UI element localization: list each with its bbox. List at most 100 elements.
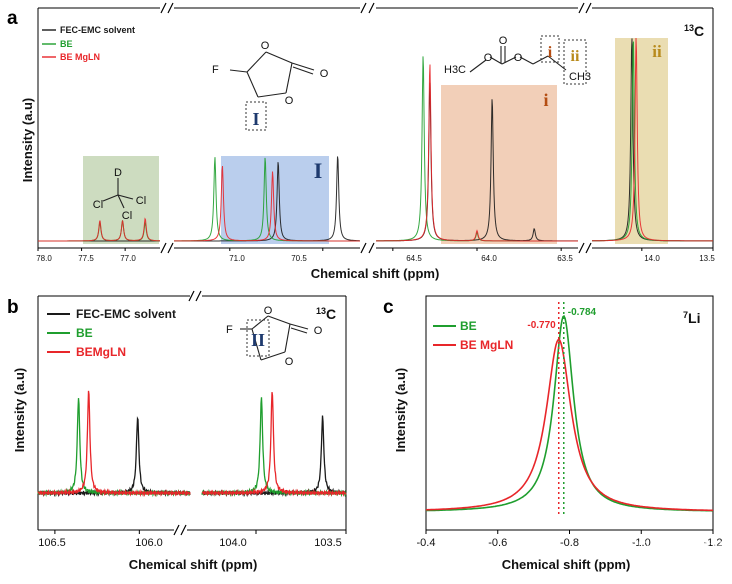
panel-c-tick-label: -0.8 bbox=[560, 537, 579, 549]
panel-b-tick-labels: 106.5 106.0 104.0 103.5 bbox=[38, 537, 342, 549]
tick-label-70.5: 70.5 bbox=[291, 254, 307, 263]
emc-site-i-box bbox=[540, 35, 560, 63]
panel-c-letter: c bbox=[383, 297, 394, 318]
legend-label-fec-emc: FEC-EMC solvent bbox=[60, 25, 135, 35]
panel-a-nucleus-label: 13C bbox=[684, 23, 704, 39]
fec-site-II-label: II bbox=[251, 330, 265, 350]
panel-a-series-line bbox=[592, 37, 713, 242]
panel-b-x-axis-title: Chemical shift (ppm) bbox=[129, 557, 258, 572]
tick-label-106.5: 106.5 bbox=[38, 537, 66, 549]
panel-c: c Intensity (a.u) Chemical shift (ppm) -… bbox=[383, 295, 723, 572]
region-i-box bbox=[441, 85, 557, 244]
legend-label-fec-emc: FEC-EMC solvent bbox=[76, 307, 176, 321]
panel-c-tick-label: -0.4 bbox=[417, 537, 436, 549]
panel-a-frame bbox=[37, 7, 714, 249]
panel-c-x-axis-title: Chemical shift (ppm) bbox=[502, 557, 631, 572]
emc-site-ii-label: ii bbox=[571, 48, 580, 65]
cdcl3-cl-right: Cl bbox=[136, 195, 146, 207]
panel-b-nucleus-label: 13C bbox=[316, 306, 336, 322]
panel-c-tick-label: -1.2 bbox=[704, 537, 723, 549]
panel-a-letter: a bbox=[7, 8, 18, 29]
panel-a-tick-labels: 78.0 77.5 77.0 71.0 70.5 64.5 64.0 63.5 … bbox=[36, 254, 715, 263]
cdcl3-d-label: D bbox=[114, 167, 122, 179]
watermark: 知乎 @日随疾风前行 bbox=[587, 540, 726, 557]
panel-a-series-line bbox=[38, 217, 160, 242]
panel-a-legend: FEC-EMC solvent BE BE MgLN bbox=[42, 25, 135, 62]
panel-b-series-line bbox=[37, 390, 191, 497]
tick-label-13.5: 13.5 bbox=[699, 254, 715, 263]
emc-o-right: O bbox=[514, 52, 523, 64]
cdcl3-cl-bottom: Cl bbox=[122, 210, 132, 222]
panel-a-x-axis-title: Chemical shift (ppm) bbox=[311, 266, 440, 281]
fec-structure bbox=[229, 51, 315, 98]
fec-o-carbonyl: O bbox=[320, 68, 329, 80]
fec-o-top-b: O bbox=[264, 305, 273, 317]
emc-h3c-label: H3C bbox=[444, 64, 466, 76]
panel-b-legend: FEC-EMC solvent BE BEMgLN bbox=[47, 307, 176, 359]
panel-b-y-axis-title: Intensity (a.u) bbox=[12, 368, 27, 453]
legend-label-be-mgln: BEMgLN bbox=[76, 345, 126, 359]
legend-label-be-mgln: BE MgLN bbox=[460, 338, 513, 352]
tick-label-78.0: 78.0 bbox=[36, 254, 52, 263]
legend-label-be-mgln: BE MgLN bbox=[60, 52, 100, 62]
fec-f-label: F bbox=[212, 64, 219, 76]
tick-label-77.5: 77.5 bbox=[78, 254, 94, 263]
tick-label-71.0: 71.0 bbox=[229, 254, 245, 263]
legend-label-be: BE bbox=[460, 319, 477, 333]
tick-label-77.0: 77.0 bbox=[120, 254, 136, 263]
panel-c-tick-label: -0.6 bbox=[488, 537, 507, 549]
panel-c-y-axis-title: Intensity (a.u) bbox=[393, 368, 408, 453]
panel-c-annotation-label: -0.770 bbox=[527, 320, 556, 331]
tick-label-106.0: 106.0 bbox=[135, 537, 163, 549]
panel-a-traces bbox=[37, 37, 714, 251]
panel-c-series-line bbox=[426, 338, 714, 512]
region-I-label: I bbox=[314, 158, 323, 183]
emc-o-left: O bbox=[484, 52, 493, 64]
tick-label-64.0: 64.0 bbox=[481, 254, 497, 263]
legend-label-be: BE bbox=[60, 39, 73, 49]
region-i-label: i bbox=[543, 90, 548, 110]
fec-o-ring: O bbox=[285, 95, 294, 107]
panel-a-y-axis-title: Intensity (a.u) bbox=[20, 98, 35, 183]
fec-structure-b bbox=[240, 315, 309, 361]
fec-site-II-box bbox=[246, 319, 270, 357]
tick-label-63.5: 63.5 bbox=[557, 254, 573, 263]
emc-site-ii-box bbox=[563, 39, 587, 85]
fec-o-carbonyl-b: O bbox=[314, 325, 323, 337]
panel-c-tick-labels: -0.4 -0.6 -0.8 -1.0 -1.2 bbox=[417, 530, 723, 549]
emc-site-i-label: i bbox=[548, 44, 553, 61]
emc-o-carbonyl: O bbox=[499, 35, 508, 47]
emc-ch3-label: CH3 bbox=[569, 71, 591, 83]
panel-c-tick-label: -1.0 bbox=[632, 537, 651, 549]
panel-b-frame bbox=[37, 295, 347, 531]
region-ii-box bbox=[615, 38, 668, 244]
fec-f-label-b: F bbox=[226, 324, 233, 336]
fec-site-I-box bbox=[245, 101, 267, 131]
fec-o-top: O bbox=[261, 40, 270, 52]
cdcl3-cl-left: Cl bbox=[93, 199, 103, 211]
tick-label-103.5: 103.5 bbox=[314, 537, 342, 549]
tick-label-104.0: 104.0 bbox=[219, 537, 247, 549]
tick-label-14.0: 14.0 bbox=[644, 254, 660, 263]
panel-b-letter: b bbox=[7, 297, 19, 318]
cdcl3-structure bbox=[102, 178, 134, 209]
legend-label-be: BE bbox=[76, 326, 93, 340]
panel-c-legend: BE BE MgLN bbox=[433, 319, 513, 352]
region-ii-label: ii bbox=[652, 42, 662, 61]
panel-a-axis-breaks bbox=[160, 2, 592, 254]
panel-a-series-line bbox=[174, 165, 360, 242]
panel-c-traces: -0.770 -0.784 bbox=[425, 302, 714, 516]
emc-structure bbox=[469, 46, 567, 73]
panel-b-series-line bbox=[201, 392, 347, 497]
fec-site-I-label: I bbox=[252, 109, 259, 129]
panel-a: a Intensity (a.u) Chemical shift (ppm) bbox=[7, 2, 715, 281]
panel-b: b Intensity (a.u) Chemical shift (ppm) 1… bbox=[7, 290, 347, 572]
tick-label-64.5: 64.5 bbox=[406, 254, 422, 263]
panel-b-axis-breaks bbox=[173, 290, 202, 536]
panel-b-traces bbox=[37, 390, 347, 534]
panel-c-annotation-label: -0.784 bbox=[568, 307, 597, 318]
panel-a-series-line bbox=[376, 64, 578, 242]
panel-c-nucleus-label: 7Li bbox=[683, 310, 700, 326]
fec-o-ring-b: O bbox=[285, 356, 294, 368]
